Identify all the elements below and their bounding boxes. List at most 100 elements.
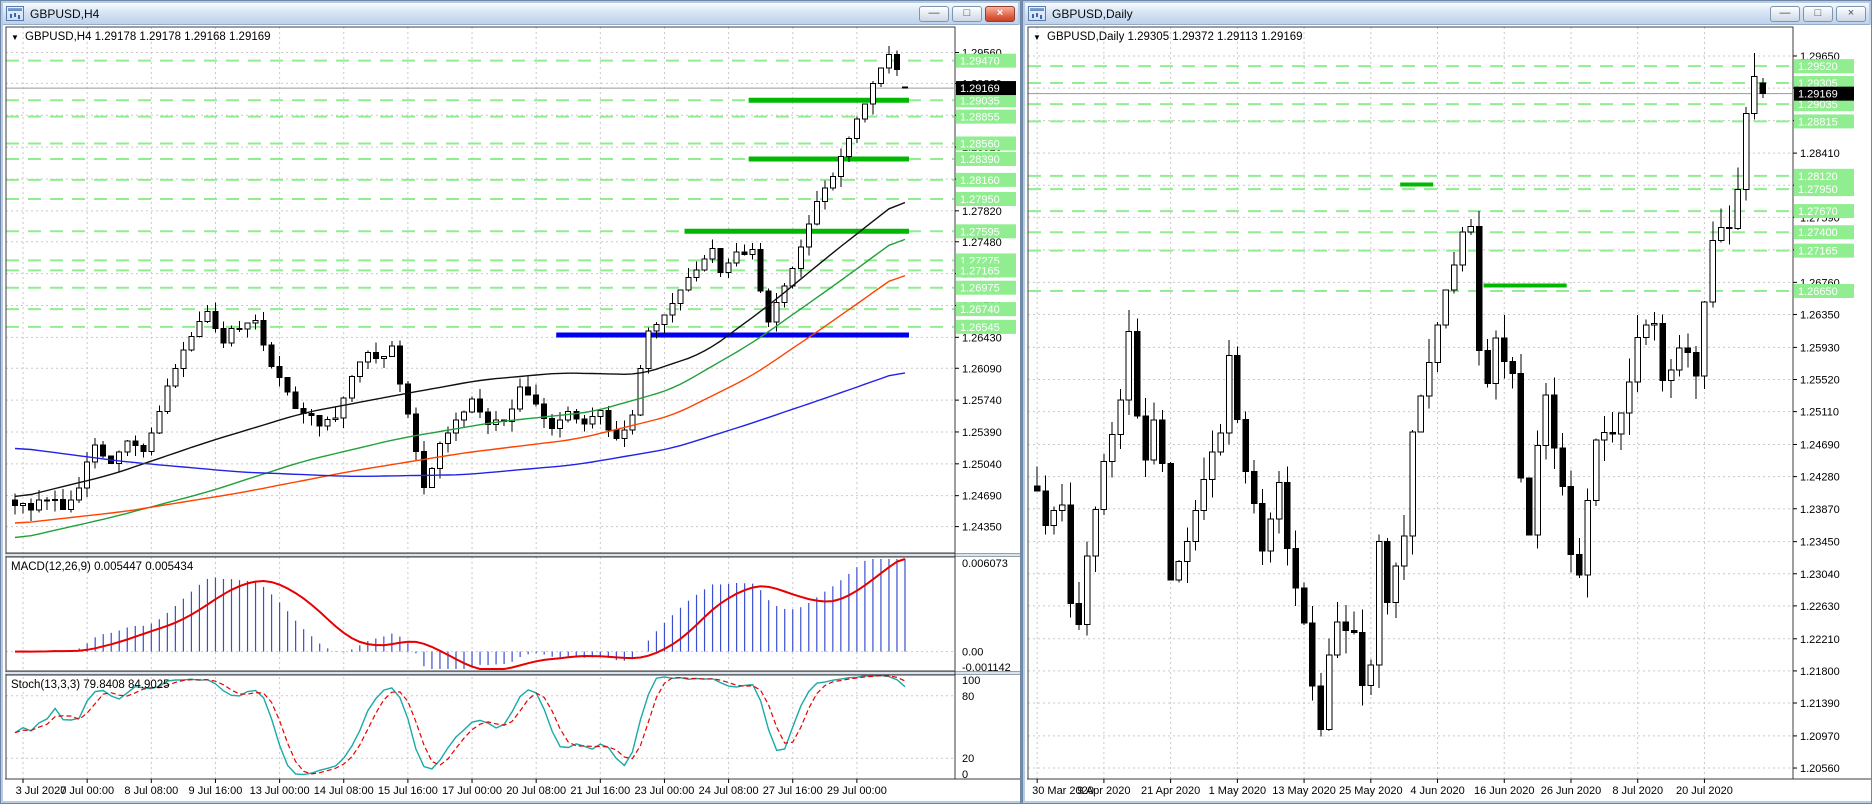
price-axis-label: 1.22210	[1800, 634, 1840, 646]
time-axis-label: 21 Apr 2020	[1141, 785, 1200, 797]
time-axis-label: 17 Jul 00:00	[442, 785, 502, 797]
time-axis-label: 25 May 2020	[1339, 785, 1403, 797]
price-axis-label: 1.25520	[1800, 375, 1840, 387]
price-axis-label: 1.20970	[1800, 731, 1840, 743]
level-price-badge	[956, 172, 1016, 187]
time-axis-label: 9 Jul 16:00	[189, 785, 243, 797]
price-axis-label: 1.25930	[1800, 342, 1840, 354]
stoch-k-line	[14, 674, 906, 776]
minimize-button[interactable]: —	[919, 5, 949, 22]
mdi-window-h4: GBPUSD,H4 — □ × 1.295601.292201.288701.2…	[0, 0, 1021, 804]
titlebar-h4[interactable]: GBPUSD,H4 — □ ×	[3, 3, 1018, 25]
price-axis-label: 1.22630	[1800, 601, 1840, 613]
level-price-label: 1.29035	[1798, 99, 1838, 111]
titlebar-daily[interactable]: GBPUSD,Daily — □ ×	[1025, 3, 1869, 25]
time-axis-label: 27 Jul 16:00	[763, 785, 823, 797]
macd-axis-label: 0.00	[962, 647, 983, 659]
level-price-label: 1.28815	[1798, 116, 1838, 128]
level-price-badge	[1794, 114, 1854, 129]
price-axis[interactable]: 1.295601.292201.288701.285201.281701.278…	[954, 27, 1016, 781]
candles	[1033, 53, 1767, 737]
minimize-icon: —	[1779, 6, 1791, 19]
price-axis-label: 1.21390	[1800, 698, 1840, 710]
level-lines	[6, 59, 954, 328]
close-button[interactable]: ×	[1836, 5, 1866, 22]
restore-icon: □	[963, 6, 971, 19]
ma-green	[14, 238, 906, 539]
macd-axis-label: -0.001142	[962, 662, 1011, 674]
level-price-label: 1.28855	[960, 112, 1000, 124]
vertical-gridlines	[1036, 27, 1705, 779]
restore-button[interactable]: □	[952, 5, 982, 22]
stoch-axis-label: 80	[962, 691, 974, 703]
stoch-axis-label: 0	[962, 769, 968, 781]
price-axis-label: 1.23040	[1800, 569, 1840, 581]
level-price-label: 1.27165	[960, 265, 1000, 277]
macd-header: MACD(12,26,9) 0.005447 0.005434	[11, 561, 194, 573]
panel-splitter[interactable]	[5, 671, 1020, 675]
current-price-label: 1.29169	[1798, 89, 1838, 101]
current-price-badge	[1794, 86, 1854, 101]
price-axis-label: 1.24690	[1800, 440, 1840, 452]
price-axis[interactable]: 1.296501.292401.288251.284101.280001.275…	[1792, 27, 1854, 779]
window-controls: — □ ×	[1770, 5, 1866, 22]
minimize-button[interactable]: —	[1770, 5, 1800, 22]
level-price-badge	[956, 280, 1016, 295]
level-price-label: 1.27950	[960, 194, 1000, 206]
time-axis-label: 20 Jul 2020	[1676, 785, 1733, 797]
ma-slow-black	[14, 201, 906, 498]
level-price-badge	[956, 224, 1016, 239]
price-axis-label: 1.26430	[962, 332, 1002, 344]
price-axis-label: 1.25740	[962, 395, 1002, 407]
time-axis-label: 3 Jul 2020	[16, 785, 67, 797]
chart-area-h4: 1.295601.292201.288701.285201.281701.278…	[5, 25, 1020, 801]
ohlc-dropdown-icon[interactable]: ▼	[1033, 33, 1041, 42]
level-price-badge	[1794, 204, 1854, 219]
sr-segments[interactable]	[556, 97, 909, 338]
level-price-badge	[956, 302, 1016, 317]
daily-chart-canvas[interactable]: 1.296501.292401.288251.284101.280001.275…	[1027, 25, 1871, 801]
level-price-label: 1.26545	[960, 322, 1000, 334]
stoch-axis-label: 100	[962, 675, 980, 687]
level-price-label: 1.27950	[1798, 184, 1838, 196]
stoch-d-line	[14, 675, 906, 775]
minimize-icon: —	[928, 6, 940, 19]
price-axis-label: 1.24280	[1800, 472, 1840, 484]
sr-segments[interactable]	[1400, 182, 1567, 288]
panel-splitter[interactable]	[5, 553, 1020, 557]
level-price-badge	[1794, 225, 1854, 240]
level-price-badge	[956, 263, 1016, 278]
price-axis-label: 1.25110	[1800, 407, 1839, 419]
level-price-label: 1.27595	[960, 226, 1000, 238]
window-controls: — □ ×	[919, 5, 1015, 22]
candles	[12, 46, 908, 521]
level-price-label: 1.29520	[1798, 61, 1838, 73]
level-price-badge	[1794, 76, 1854, 91]
close-icon: ×	[996, 6, 1004, 19]
ohlc-dropdown-icon[interactable]: ▼	[11, 33, 19, 42]
close-button[interactable]: ×	[985, 5, 1015, 22]
level-price-badge	[956, 191, 1016, 206]
restore-button[interactable]: □	[1803, 5, 1833, 22]
level-price-label: 1.28120	[1798, 171, 1838, 183]
time-axis-label: 9 Apr 2020	[1077, 785, 1130, 797]
time-axis-label: 15 Jul 16:00	[378, 785, 438, 797]
price-axis-label: 1.21800	[1800, 666, 1840, 678]
level-price-label: 1.28390	[960, 154, 1000, 166]
price-axis-label: 1.28410	[1800, 148, 1840, 160]
current-price-badge	[956, 81, 1016, 96]
level-price-badge	[1794, 59, 1854, 74]
time-axis-label: 7 Jul 00:00	[60, 785, 114, 797]
level-price-badge	[956, 93, 1016, 108]
price-axis-label: 1.26090	[962, 363, 1002, 375]
level-price-label: 1.28160	[960, 175, 1000, 187]
mdi-window-daily: GBPUSD,Daily — □ × 1.296501.292401.28825…	[1022, 0, 1872, 804]
level-price-badge	[1794, 283, 1854, 298]
h4-chart-canvas[interactable]: 1.295601.292201.288701.285201.281701.278…	[5, 25, 1020, 801]
level-price-label: 1.28560	[960, 138, 1000, 150]
level-price-label: 1.27165	[1798, 246, 1838, 258]
time-axis-label: 13 May 2020	[1272, 785, 1336, 797]
window-title: GBPUSD,Daily	[1052, 6, 1133, 21]
